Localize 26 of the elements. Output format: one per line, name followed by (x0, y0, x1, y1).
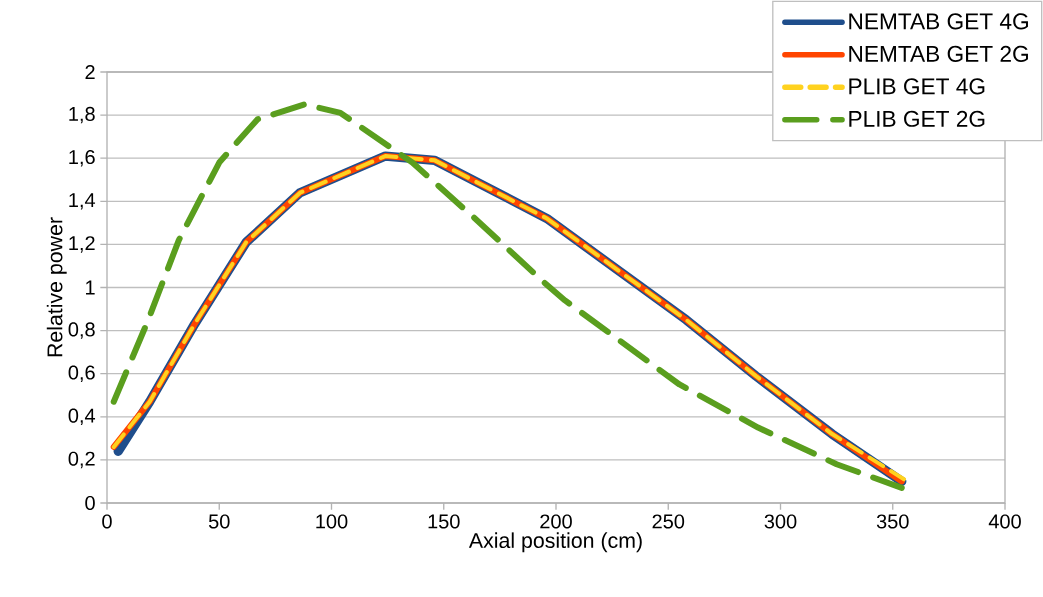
x-tick-label: 200 (540, 514, 572, 529)
x-tick-label: 50 (208, 514, 230, 529)
y-tick-label: 0,4 (68, 408, 96, 426)
y-tick-label: 1,2 (69, 236, 95, 253)
x-tick-label: 150 (428, 514, 460, 529)
x-tick-label: 250 (652, 514, 685, 529)
legend-label: NEMTAB GET 4G (849, 13, 1028, 30)
y-tick-label: 0 (85, 495, 95, 511)
y-tick-label: 0,6 (68, 365, 95, 382)
x-tick-label: 0 (102, 514, 112, 529)
y-tick-label: 2 (85, 65, 95, 79)
x-tick-label: 100 (316, 514, 348, 529)
y-tick-label: 1 (86, 280, 95, 295)
x-axis-title: Axial position (cm) (468, 532, 642, 553)
y-tick-label: 1,4 (69, 193, 96, 210)
y-tick-label: 1,8 (69, 106, 95, 124)
x-tick-label: 300 (764, 514, 797, 529)
y-tick-label: 1,6 (69, 149, 95, 167)
legend-label: PLIB GET 4G (849, 78, 985, 95)
x-tick-label: 350 (876, 514, 909, 529)
y-axis-title: Relative power (46, 217, 67, 357)
y-tick-label: 0,8 (68, 322, 95, 339)
y-tick-label: 0,2 (68, 451, 95, 469)
legend-label: NEMTAB GET 2G (849, 45, 1028, 62)
x-tick-label: 400 (988, 514, 1021, 529)
legend-label: PLIB GET 2G (849, 110, 985, 127)
